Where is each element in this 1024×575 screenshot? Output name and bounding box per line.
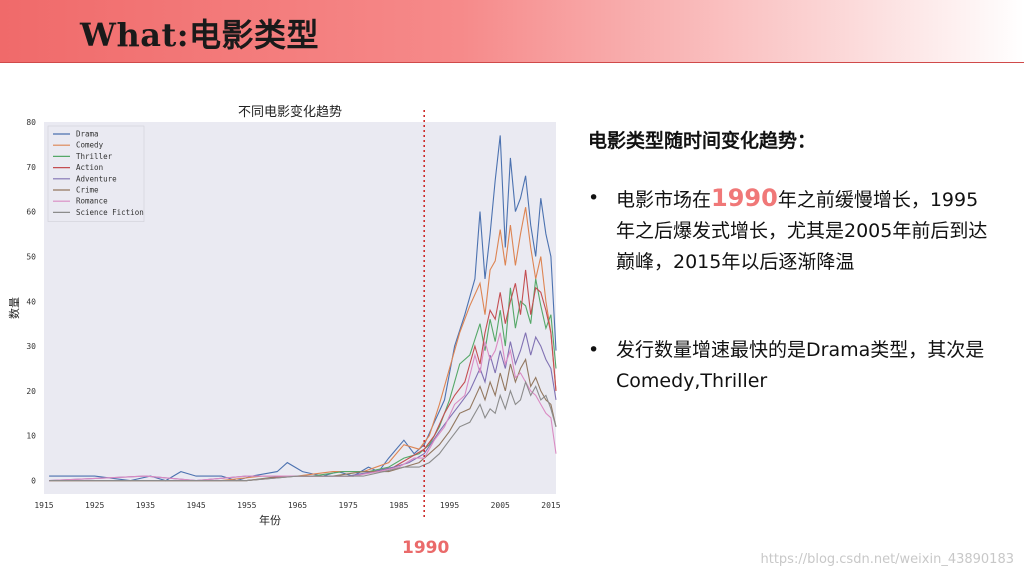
- y-tick-label: 50: [26, 252, 36, 261]
- header-bar: What:电影类型: [0, 0, 1024, 63]
- legend-entry: Comedy: [76, 141, 104, 150]
- series-line-comedy: [49, 207, 557, 482]
- bullet-dot: •: [588, 339, 600, 361]
- y-tick-label: 0: [31, 477, 36, 486]
- bullet-dot: •: [588, 187, 600, 209]
- y-tick-label: 10: [26, 432, 36, 441]
- legend-entry: Adventure: [76, 174, 117, 183]
- x-tick-label: 1925: [85, 501, 104, 510]
- watermark: https://blog.csdn.net/weixin_43890183: [760, 552, 1014, 567]
- y-tick-label: 70: [26, 163, 36, 172]
- legend-entry: Action: [76, 163, 103, 172]
- y-tick-label: 30: [26, 342, 36, 351]
- x-tick-label: 1975: [339, 501, 358, 510]
- x-axis-label: 年份: [259, 513, 281, 527]
- x-tick-label: 1985: [389, 501, 408, 510]
- legend-entry: Romance: [76, 197, 108, 206]
- y-tick-label: 20: [26, 387, 36, 396]
- x-tick-label: 1965: [288, 501, 307, 510]
- x-tick-label: 2005: [491, 501, 510, 510]
- bullet-text-post: 年之前缓慢增长，1995年之后爆发式增长，尤其是2005年前后到达巅峰，2015…: [616, 189, 988, 273]
- y-axis-label: 数量: [8, 297, 21, 319]
- chart-title: 不同电影变化趋势: [238, 104, 342, 120]
- page-title: What:电影类型: [80, 16, 320, 54]
- bullet-market-trend: • 电影市场在1990年之前缓慢增长，1995年之后爆发式增长，尤其是2005年…: [588, 183, 988, 278]
- legend-box: [47, 125, 145, 222]
- x-tick-label: 1915: [34, 501, 53, 510]
- x-tick-label: 2015: [541, 501, 560, 510]
- x-tick-label: 1955: [237, 501, 256, 510]
- y-tick-label: 40: [26, 297, 36, 306]
- bullet-text-pre: 发行数量增速最快的是Drama类型，其次是Comedy,Thriller: [616, 339, 985, 392]
- y-tick-label: 80: [26, 118, 36, 127]
- y-tick-label: 60: [26, 208, 36, 217]
- bullet-fastest-growth: • 发行数量增速最快的是Drama类型，其次是Comedy,Thriller: [588, 335, 988, 397]
- x-tick-label: 1935: [136, 501, 155, 510]
- legend-entry: Drama: [76, 130, 99, 139]
- genre-trend-chart: 不同电影变化趋势 0 10 20 30 40 50 60 70 80 1915 1925 1935 194…: [8, 104, 561, 527]
- legend-entry: Crime: [76, 186, 99, 195]
- series-line-drama: [49, 135, 557, 482]
- series-line-crime: [49, 357, 557, 482]
- side-heading: 电影类型随时间变化趋势：: [588, 130, 817, 152]
- legend-entry: Thriller: [76, 152, 113, 161]
- bullet-highlight-year: 1990: [711, 184, 778, 212]
- marker-year-label: 1990: [402, 538, 450, 558]
- x-tick-label: 1995: [440, 501, 459, 510]
- bullet-text-pre: 电影市场在: [616, 189, 712, 211]
- series-line-thriller: [49, 278, 557, 482]
- x-tick-label: 1945: [186, 501, 205, 510]
- legend-entry: Science Fiction: [76, 208, 144, 217]
- series-line-science-fiction: [49, 380, 557, 482]
